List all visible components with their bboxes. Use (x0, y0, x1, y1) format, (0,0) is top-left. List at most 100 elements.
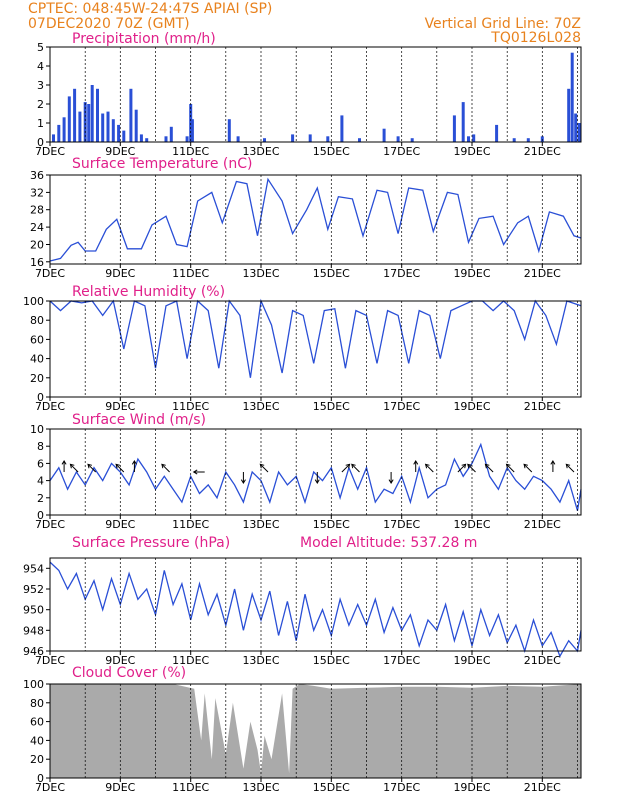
x-tick-label: 15DEC (313, 267, 350, 280)
panel-frame (49, 557, 582, 652)
y-tick-label: 32 (30, 186, 44, 199)
x-tick-label: 21DEC (524, 400, 561, 413)
x-tick-label: 17DEC (383, 400, 420, 413)
wind-arrow-head (424, 463, 430, 469)
precipitation-bar (62, 117, 66, 142)
y-tick-label: 40 (30, 353, 44, 366)
x-tick-label: 13DEC (242, 781, 279, 794)
x-tick-label: 11DEC (172, 400, 209, 413)
wind-arrow (467, 463, 476, 473)
wind-arrow (115, 463, 125, 473)
pressure-panel: Surface Pressure (hPa) 946 948 950 952 954 7D… (23, 535, 582, 667)
humidity-title: Relative Humidity (%) (72, 284, 225, 300)
precipitation-bar (326, 136, 330, 142)
y-tick-label: 3 (37, 79, 44, 92)
precipitation-bar (145, 138, 149, 142)
precipitation-bar (382, 128, 386, 142)
x-tick-label: 19DEC (453, 518, 490, 531)
precipitation-bar (340, 115, 344, 142)
temperature-title: Surface Temperature (nC) (72, 156, 253, 172)
y-tick-label: 0 (37, 772, 44, 785)
x-tick-label: 11DEC (172, 781, 209, 794)
humidity-panel: Relative Humidity (%) 0 20 40 60 80 100 7DEC 9D… (23, 284, 582, 413)
cloud-cover-area (50, 684, 581, 778)
y-tick-label: 948 (23, 624, 44, 637)
precipitation-bar (512, 138, 516, 142)
panel-frame (49, 300, 582, 398)
x-tick-label: 15DEC (313, 145, 350, 158)
precipitation-bar (291, 134, 295, 142)
precipitation-bar (139, 134, 143, 142)
x-tick-label: 19DEC (453, 145, 490, 158)
precipitation-bar (67, 96, 71, 142)
y-tick-label: 24 (30, 221, 44, 234)
x-tick-label: 17DEC (383, 781, 420, 794)
y-tick-label: 36 (30, 169, 44, 182)
precipitation-bar (452, 115, 456, 142)
x-tick-label: 9DEC (105, 267, 135, 280)
wind-panel: Surface Wind (m/s) 0 2 4 6 8 10 7DEC 9DEC 11DEC 1… (30, 412, 582, 531)
x-tick-label: 21DEC (524, 267, 561, 280)
x-tick-label: 21DEC (524, 654, 561, 667)
y-tick-label: 60 (30, 716, 44, 729)
x-tick-label: 13DEC (242, 145, 279, 158)
wind-arrow-head (240, 479, 246, 484)
precipitation-bar (410, 138, 414, 142)
precipitation-bar (101, 113, 105, 142)
precipitation-panel: Precipitation (mm/h) 0 1 2 3 4 5 7DEC 9DEC 11DEC… (35, 31, 582, 158)
wind-arrow (87, 463, 97, 473)
precipitation-bar (577, 123, 581, 142)
y-tick-label: 1 (37, 117, 44, 130)
y-tick-label: 946 (23, 645, 44, 658)
x-tick-label: 13DEC (242, 518, 279, 531)
y-tick-label: 0 (37, 509, 44, 522)
x-tick-label: 21DEC (524, 518, 561, 531)
x-tick-label: 7DEC (35, 781, 65, 794)
precipitation-bar (87, 104, 91, 142)
x-tick-label: 9DEC (105, 781, 135, 794)
x-tick-label: 17DEC (383, 654, 420, 667)
x-tick-label: 17DEC (383, 267, 420, 280)
x-tick-label: 19DEC (453, 267, 490, 280)
precipitation-bar (570, 52, 574, 143)
header-station: CPTEC: 048:45W-24:47S APIAI (SP) (28, 1, 272, 17)
precipitation-bar (190, 119, 194, 142)
y-tick-label: 950 (23, 604, 44, 617)
y-tick-label: 954 (23, 562, 44, 575)
x-tick-label: 15DEC (313, 518, 350, 531)
x-tick-label: 13DEC (242, 654, 279, 667)
precipitation-bar (308, 134, 312, 142)
precipitation-bar (83, 102, 87, 142)
wind-arrow (70, 463, 79, 473)
y-tick-label: 20 (30, 753, 44, 766)
wind-arrow-head (550, 460, 556, 465)
header-grid-note: Vertical Grid Line: 70Z (425, 16, 581, 32)
precipitation-bar (461, 102, 465, 142)
wind-arrow-head (523, 463, 529, 469)
precipitation-bar (117, 124, 121, 142)
precipitation-bar (467, 136, 470, 142)
wind-arrow (259, 463, 269, 473)
precipitation-bar (169, 126, 173, 142)
y-tick-label: 952 (23, 583, 44, 596)
wind-arrow (506, 463, 515, 473)
wind-arrow-head (413, 460, 419, 465)
precipitation-title: Precipitation (mm/h) (72, 31, 216, 47)
wind-arrow-head (87, 463, 93, 469)
y-tick-label: 100 (23, 295, 44, 308)
temperature-panel: Surface Temperature (nC) 16 20 24 28 32 36 7DE… (30, 156, 582, 280)
header-init-time: 07DEC2020 70Z (GMT) (28, 16, 190, 32)
precipitation-bar (164, 136, 168, 142)
panel-frame (49, 174, 582, 265)
wind-arrow-head (61, 460, 67, 465)
precipitation-bar (73, 88, 77, 142)
wind-arrow-head (351, 463, 356, 469)
cloud-cover-title: Cloud Cover (%) (72, 665, 186, 681)
series-line (49, 177, 582, 262)
series-line (49, 442, 582, 511)
x-tick-label: 15DEC (313, 781, 350, 794)
precipitation-bar (96, 88, 99, 142)
wind-arrow-head (345, 463, 351, 469)
wind-arrow-head (484, 463, 490, 469)
